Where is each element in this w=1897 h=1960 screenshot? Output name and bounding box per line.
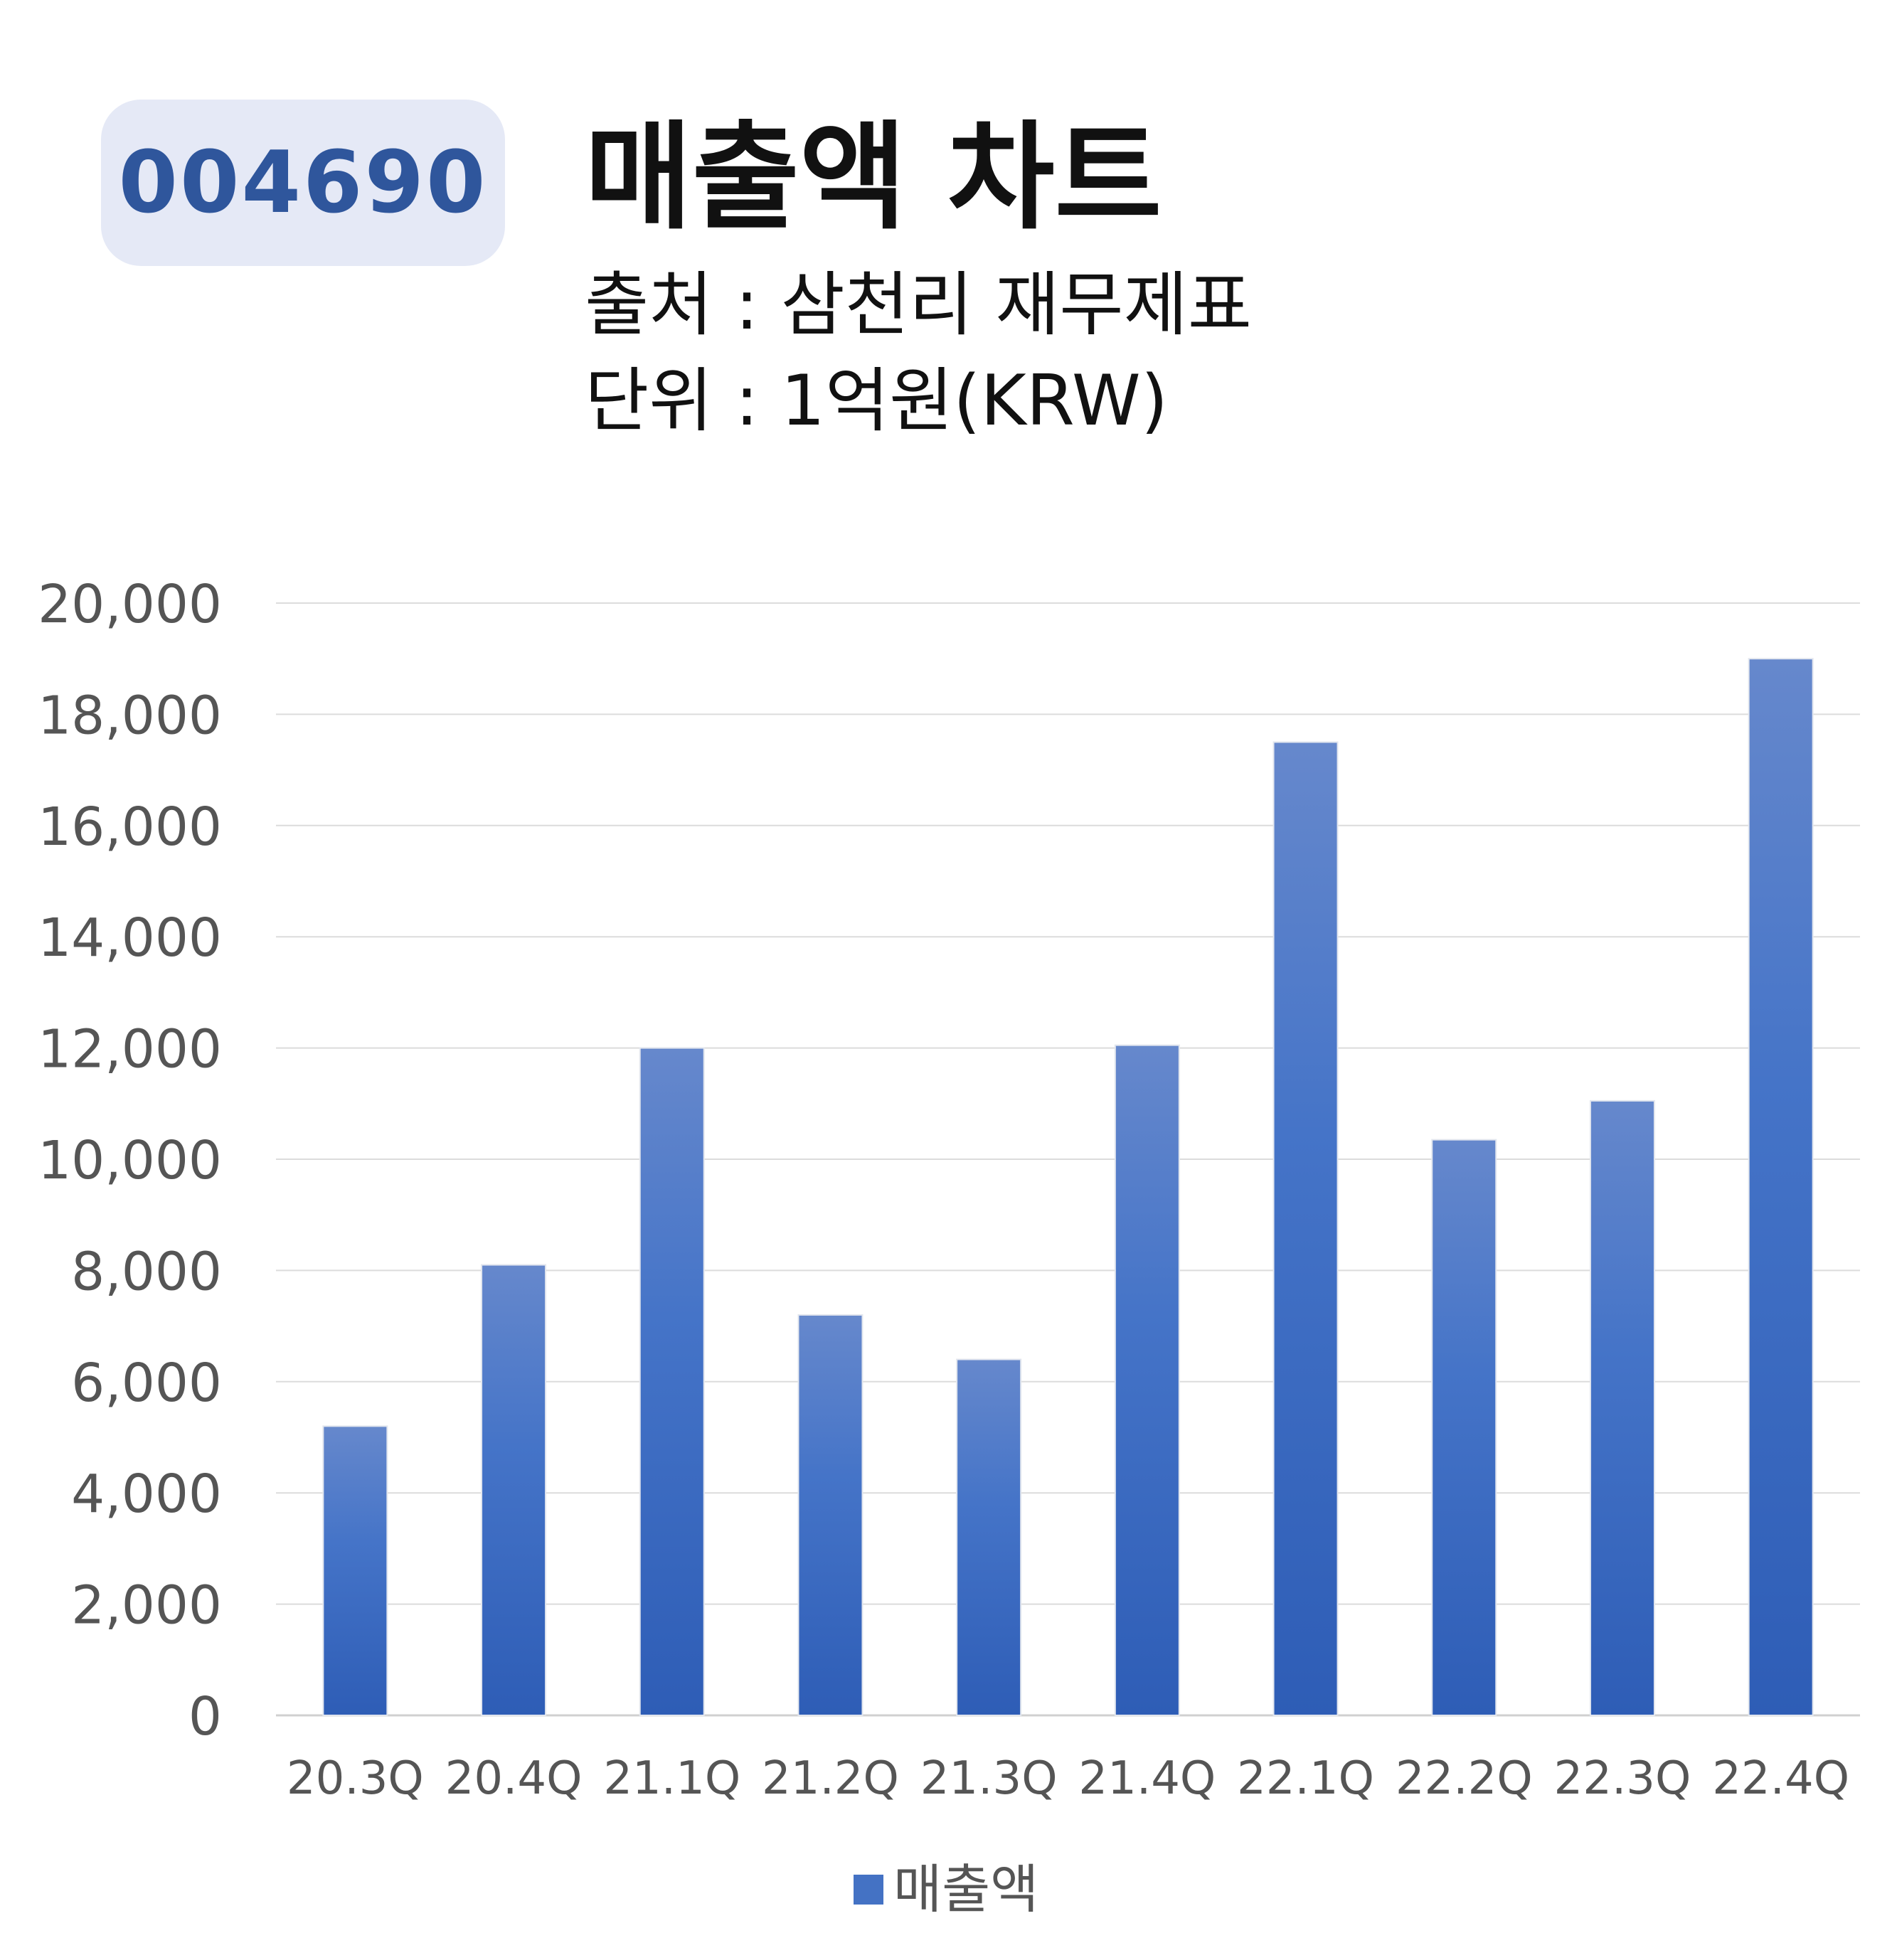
- bar: [1114, 1044, 1180, 1716]
- y-tick-label: 2,000: [71, 1575, 222, 1636]
- y-tick-label: 0: [188, 1686, 222, 1747]
- x-tick-label: 21.4Q: [1078, 1752, 1216, 1805]
- x-tick-label: 20.4Q: [445, 1752, 583, 1805]
- legend: 매출액: [854, 1863, 1038, 1916]
- bar: [1272, 741, 1339, 1716]
- x-tick-label: 22.3Q: [1554, 1752, 1691, 1805]
- bar: [1589, 1099, 1655, 1716]
- x-tick-label: 22.2Q: [1396, 1752, 1533, 1805]
- x-tick-label: 21.1Q: [603, 1752, 740, 1805]
- y-tick-label: 20,000: [38, 574, 222, 635]
- bar: [481, 1264, 547, 1716]
- bar: [956, 1358, 1022, 1717]
- bar: [1431, 1139, 1497, 1716]
- x-axis: 20.3Q 20.4Q 21.1Q 21.2Q 21.3Q 21.4Q 22.1Q 22.2Q…: [287, 1752, 1849, 1805]
- y-axis: 0 2,000 4,000 6,000 8,000 10,000 12,000 14,000 1…: [38, 574, 222, 1747]
- y-tick-label: 14,000: [38, 907, 222, 969]
- x-tick-label: 21.3Q: [920, 1752, 1058, 1805]
- ticker-code: 004690: [118, 133, 488, 233]
- x-tick-label: 21.2Q: [762, 1752, 899, 1805]
- legend-swatch: [854, 1875, 883, 1905]
- y-tick-label: 10,000: [38, 1130, 222, 1191]
- bar: [1748, 658, 1814, 1717]
- bar: [322, 1425, 388, 1716]
- x-tick-label: 20.3Q: [287, 1752, 424, 1805]
- x-tick-label: 22.1Q: [1237, 1752, 1374, 1805]
- y-tick-label: 12,000: [38, 1019, 222, 1080]
- source-label: 출처 : 삼천리 재무제표: [585, 265, 1252, 346]
- y-tick-label: 16,000: [38, 797, 222, 858]
- y-tick-label: 6,000: [71, 1353, 222, 1414]
- bar: [797, 1314, 864, 1716]
- y-tick-label: 8,000: [71, 1241, 222, 1302]
- bar: [639, 1047, 705, 1716]
- unit-label: 단위 : 1억원(KRW): [585, 361, 1169, 442]
- y-tick-label: 4,000: [71, 1464, 222, 1525]
- x-tick-label: 22.4Q: [1712, 1752, 1849, 1805]
- y-tick-label: 18,000: [38, 685, 222, 746]
- ticker-badge: 004690: [101, 100, 505, 266]
- bar-series: [322, 658, 1814, 1717]
- chart-title: 매출액 차트: [585, 110, 1162, 245]
- legend-label: 매출액: [893, 1859, 1039, 1920]
